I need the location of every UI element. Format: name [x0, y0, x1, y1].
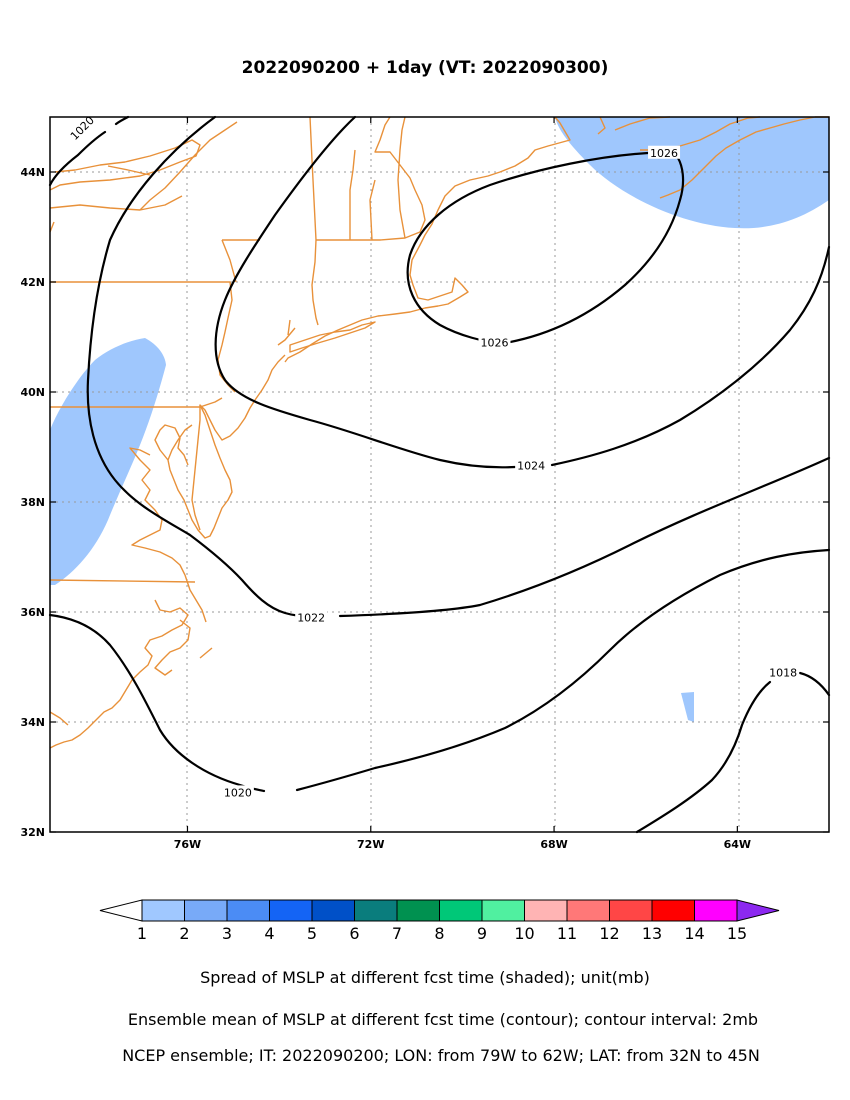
colorbar-box	[396, 899, 440, 922]
spread-area-northeast	[555, 117, 829, 229]
spread-area-west	[50, 338, 166, 585]
lat-tick-label: 36N	[20, 606, 45, 619]
map-frame	[49, 116, 830, 833]
colorbar-box	[609, 899, 653, 922]
colorbar-label: 12	[599, 924, 619, 943]
contour-label-text: 1026	[480, 337, 508, 350]
contour-label: 1022	[295, 610, 328, 625]
mslp-contours	[48, 115, 831, 834]
colorbar-box	[694, 899, 738, 922]
contour-label-text: 1026	[650, 147, 678, 160]
colorbar-label: 15	[727, 924, 747, 943]
contour-label-text: 1024	[517, 460, 545, 473]
colorbar-label: 2	[179, 924, 189, 943]
colorbar-box	[524, 899, 568, 922]
contour-label: 1026	[478, 335, 511, 350]
colorbar-label: 1	[137, 924, 147, 943]
contour-1026-high	[406, 151, 685, 345]
colorbar-label: 4	[264, 924, 274, 943]
coastline-chesapeake	[129, 405, 201, 576]
contour-label: 1026	[648, 145, 681, 160]
coastline-mid-atlantic	[154, 354, 286, 539]
colorbar-box	[269, 899, 313, 922]
axis-ticks	[50, 117, 829, 833]
caption-contour: Ensemble mean of MSLP at different fcst …	[127, 1010, 759, 1029]
coastline-carolina	[49, 574, 213, 749]
contour-1020-south	[48, 548, 831, 793]
colorbar-label: 6	[349, 924, 359, 943]
colorbar-box	[651, 899, 695, 922]
map-title: 2022090200 + 1day (VT: 2022090300)	[241, 58, 609, 78]
lon-tick-label: 68W	[540, 838, 567, 851]
border-northeast-states	[139, 116, 426, 346]
colorbar-label: 9	[477, 924, 487, 943]
colorbar-box	[566, 899, 610, 922]
caption-shading: Spread of MSLP at different fcst time (s…	[200, 968, 650, 987]
contour-label-text: 1020	[224, 786, 252, 799]
contour-label: 1020	[66, 114, 99, 143]
coastline-new-england	[284, 116, 571, 363]
latitude-labels: 32N 34N 36N 38N 40N 42N 44N	[20, 166, 45, 839]
colorbar-label: 10	[514, 924, 534, 943]
colorbar-box	[439, 899, 483, 922]
contour-1024	[214, 115, 831, 469]
lon-tick-label: 72W	[357, 838, 384, 851]
colorbar-label: 13	[642, 924, 662, 943]
colorbar-box	[226, 899, 270, 922]
lat-tick-label: 40N	[20, 386, 45, 399]
colorbar-box	[354, 899, 398, 922]
colorbar-label: 11	[557, 924, 577, 943]
colorbar-box	[481, 899, 525, 922]
longitude-labels: 76W 72W 68W 64W	[174, 838, 751, 851]
contour-1018	[635, 671, 831, 834]
lon-tick-label: 76W	[174, 838, 201, 851]
contour-label: 1020	[221, 785, 254, 799]
contour-label-text: 1018	[769, 667, 797, 680]
spread-shading	[50, 117, 829, 722]
contour-1022	[86, 115, 831, 618]
colorbar-box	[141, 899, 185, 922]
border-va-nc	[49, 579, 196, 583]
colorbar-label: 14	[684, 924, 704, 943]
colorbar-min-triangle	[99, 899, 143, 922]
border-ny-north	[49, 139, 201, 233]
lat-tick-label: 38N	[20, 496, 45, 509]
caption-source: NCEP ensemble; IT: 2022090200; LON: from…	[122, 1046, 760, 1065]
lat-tick-label: 32N	[20, 826, 45, 839]
colorbar-labels: 1 2 3 4 5 6 7 8 9 10 11 12 13 14 15	[137, 924, 747, 943]
colorbar-box	[184, 899, 228, 922]
lat-tick-label: 42N	[20, 276, 45, 289]
border-pa-south	[50, 397, 223, 408]
coastlines	[49, 116, 829, 749]
colorbar-label: 7	[392, 924, 402, 943]
colorbar-max-triangle	[736, 899, 780, 922]
colorbar-box	[311, 899, 355, 922]
lon-tick-label: 64W	[724, 838, 751, 851]
contour-label: 1024	[515, 458, 548, 473]
contour-label-text: 1022	[297, 612, 325, 625]
colorbar	[99, 899, 780, 922]
colorbar-label: 5	[307, 924, 317, 943]
lat-tick-label: 34N	[20, 716, 45, 729]
lat-tick-label: 44N	[20, 166, 45, 179]
colorbar-label: 3	[222, 924, 232, 943]
coastline-nova-scotia	[597, 116, 829, 199]
coastline-long-island	[289, 321, 376, 353]
spread-area-small	[681, 692, 694, 722]
colorbar-label: 8	[434, 924, 444, 943]
contour-label: 1018	[767, 665, 800, 680]
